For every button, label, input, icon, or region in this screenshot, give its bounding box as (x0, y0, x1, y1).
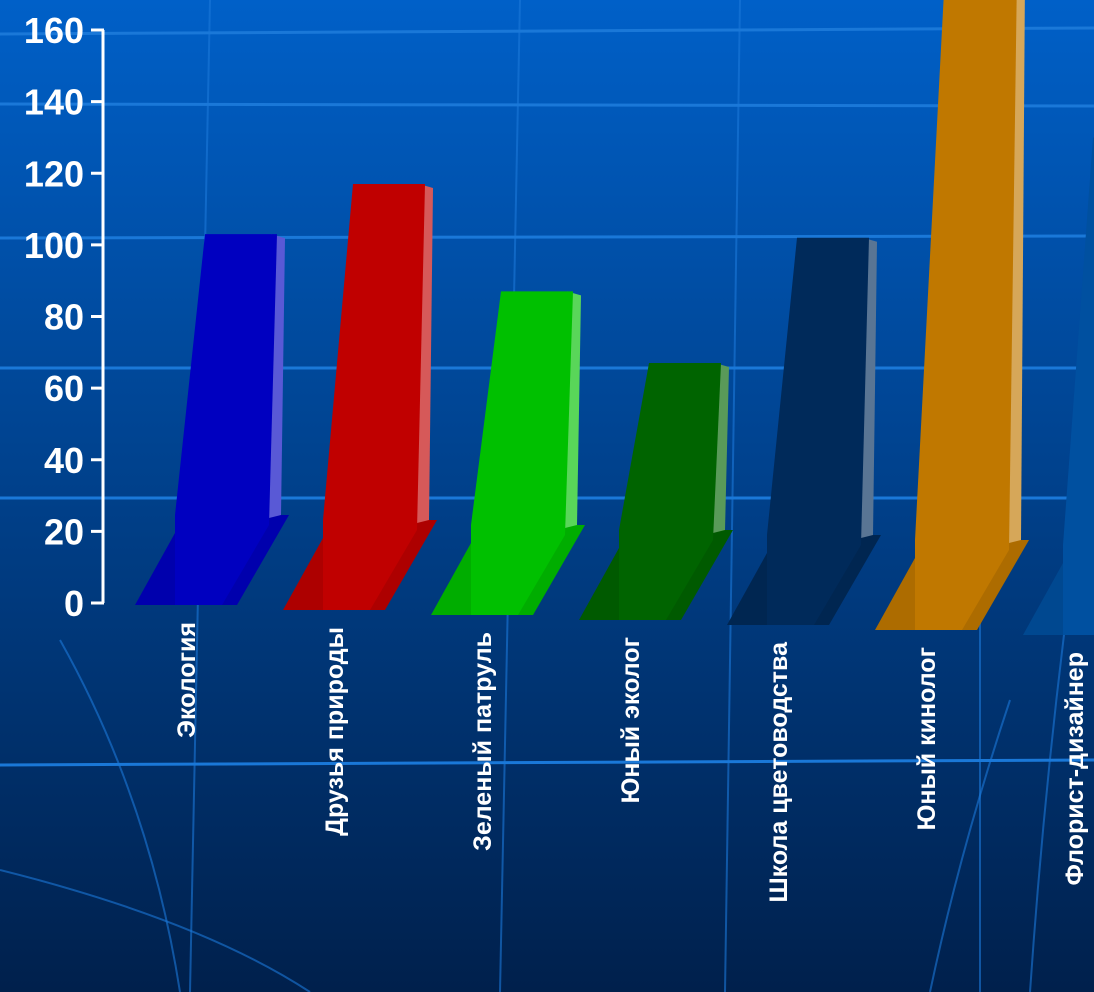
gridline-curve (929, 699, 1011, 992)
gridline-horizontal (0, 26, 1094, 36)
gridline-horizontal (0, 234, 1094, 240)
y-tick-label: 80 (44, 297, 84, 338)
gridline-horizontal (0, 758, 1094, 767)
category-label: Юный кинолог (913, 647, 941, 830)
category-label: Зеленый патруль (469, 632, 497, 851)
bar-group (579, 363, 733, 620)
bar (915, 0, 1017, 630)
y-tick-label: 40 (44, 440, 84, 481)
category-label: Экология (173, 622, 201, 738)
bar-group (875, 0, 1029, 630)
category-label: Школа цветоводства (765, 641, 793, 903)
y-tick-label: 100 (24, 225, 84, 266)
bar-group (1023, 137, 1094, 635)
category-label: Юный эколог (617, 637, 645, 803)
bar-group (135, 234, 289, 605)
y-tick-label: 140 (24, 82, 84, 123)
bar-group (283, 183, 437, 610)
bar-group (431, 291, 585, 615)
y-axis: 0 20 40 60 80 100 120 140 160 (24, 10, 105, 624)
gridline-curve (0, 869, 311, 992)
bar (1063, 137, 1094, 635)
y-tick-label: 0 (64, 583, 84, 624)
gridline-curve (724, 0, 741, 992)
bar-group (727, 237, 881, 625)
bar (767, 237, 869, 625)
category-labels: Экология Друзья природы Зеленый патруль Юны… (173, 622, 1089, 902)
y-tick-label: 60 (44, 368, 84, 409)
bar (175, 234, 277, 605)
y-tick-label: 120 (24, 153, 84, 194)
category-label: Друзья природы (321, 627, 349, 836)
bar (323, 183, 425, 610)
gridline-curve (59, 639, 181, 992)
y-tick-label: 160 (24, 10, 84, 51)
bar (471, 291, 573, 615)
gridline-horizontal (0, 102, 1094, 108)
bars (135, 0, 1094, 635)
y-tick-label: 20 (44, 511, 84, 552)
category-label: Флорист-дизайнер (1061, 652, 1089, 886)
bar (619, 363, 721, 620)
